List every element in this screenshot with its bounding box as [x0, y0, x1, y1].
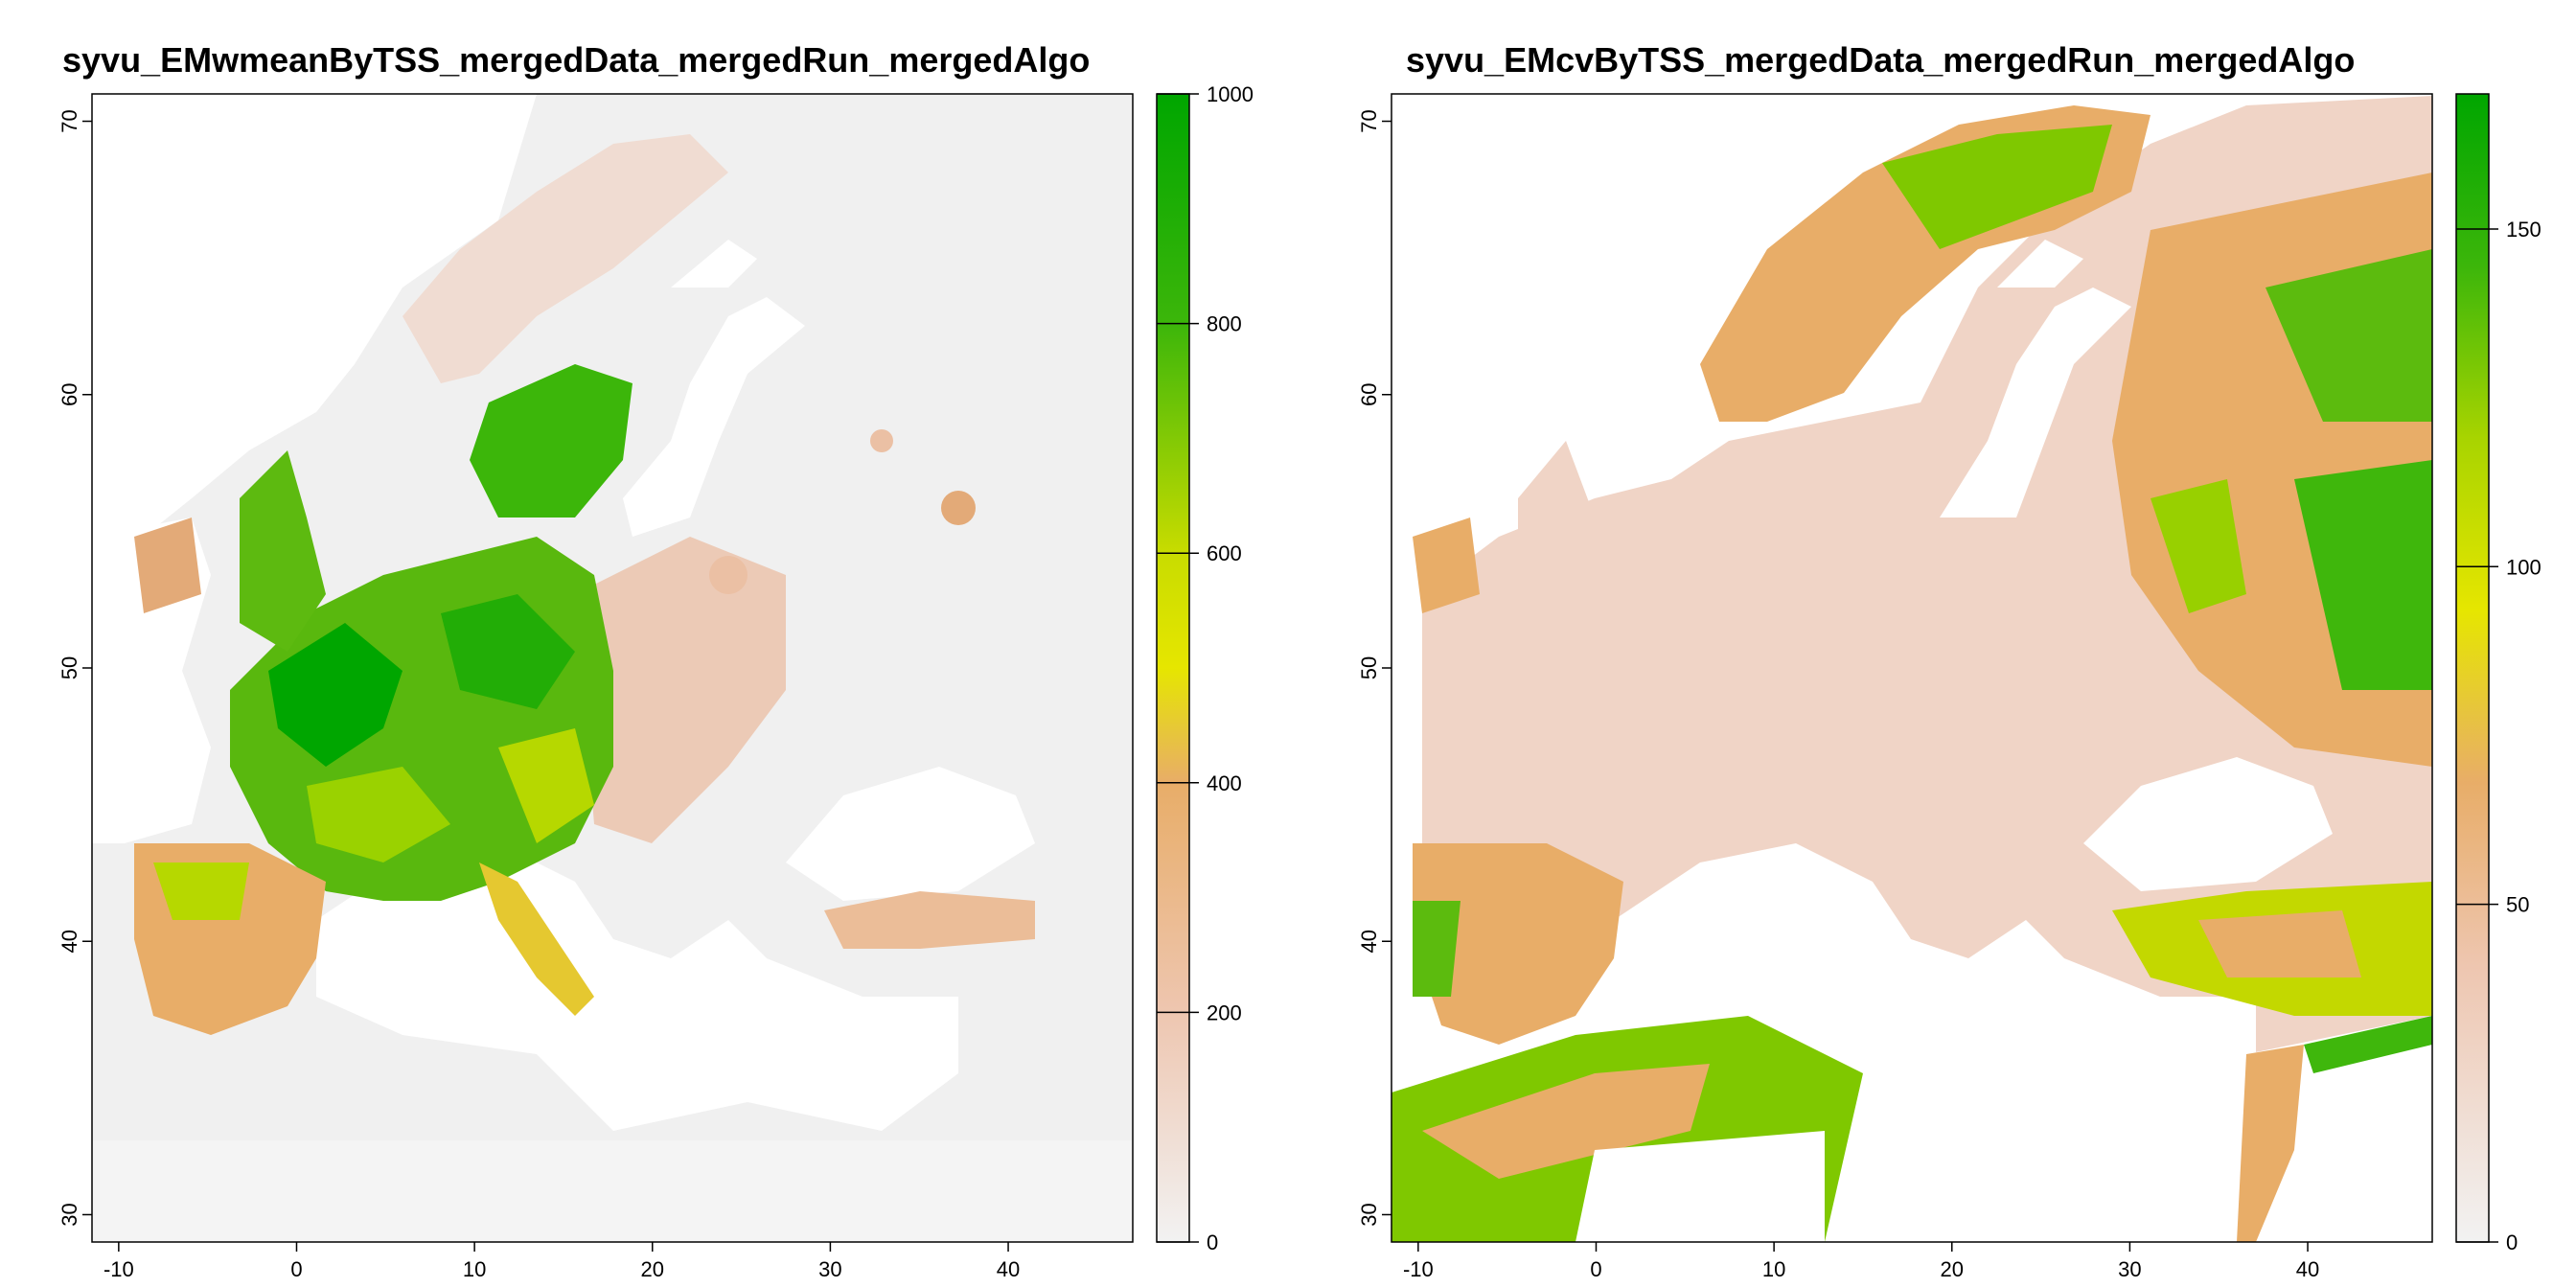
x-tick-label: 0	[1590, 1257, 1601, 1281]
x-tick-label: 30	[2118, 1257, 2141, 1281]
panel-wmean: syvu_EMwmeanByTSS_mergedData_mergedRun_m…	[58, 40, 1254, 1281]
colorbar-ticks: 0 50 100 150	[2456, 218, 2542, 1254]
legend-tick-label: 150	[2506, 218, 2542, 242]
panel-cv: syvu_EMcvByTSS_mergedData_mergedRun_merg…	[1288, 0, 2576, 1288]
x-tick-label: 40	[2296, 1257, 2319, 1281]
x-axis: -10 0 10 20 30 40	[104, 1242, 1020, 1281]
x-tick-label: 20	[641, 1257, 664, 1281]
y-tick-label: 70	[58, 109, 81, 132]
y-tick-label: 50	[58, 656, 81, 679]
colorbar	[2455, 93, 2490, 1243]
y-tick-label: 60	[58, 383, 81, 406]
y-tick-label: 50	[1357, 656, 1381, 679]
x-tick-label: 20	[1941, 1257, 1964, 1281]
map-title: syvu_EMwmeanByTSS_mergedData_mergedRun_m…	[62, 40, 1091, 80]
colorbar-ticks: 0 200 400 600 800 1000	[1157, 82, 1254, 1254]
legend-tick-label: 800	[1207, 312, 1242, 336]
legend-tick-label: 400	[1207, 771, 1242, 795]
y-axis: 30 40 50 60 70	[58, 109, 92, 1227]
colorbar	[1156, 93, 1190, 1243]
y-tick-label: 70	[1357, 109, 1381, 132]
x-tick-label: -10	[104, 1257, 134, 1281]
map-raster	[92, 94, 1133, 1242]
y-axis: 30 40 50 60 70	[1357, 109, 1392, 1227]
y-tick-label: 30	[1357, 1203, 1381, 1226]
map-title: syvu_EMcvByTSS_mergedData_mergedRun_merg…	[1406, 40, 2356, 80]
x-tick-label: 30	[818, 1257, 841, 1281]
legend-tick-label: 0	[1207, 1230, 1218, 1254]
y-tick-label: 30	[58, 1203, 81, 1226]
legend-tick-label: 0	[2506, 1230, 2518, 1254]
legend-tick-label: 600	[1207, 541, 1242, 565]
legend-tick-label: 50	[2506, 893, 2529, 917]
x-tick-label: 10	[1762, 1257, 1785, 1281]
y-tick-label: 60	[1357, 383, 1381, 406]
legend-tick-label: 200	[1207, 1000, 1242, 1024]
x-tick-label: 10	[463, 1257, 486, 1281]
y-tick-label: 40	[1357, 930, 1381, 953]
map-svg: -10 0 10 20 30 40 30 40 50 60 70 0 200 400 600 800 100…	[58, 82, 1254, 1281]
legend-tick-label: 1000	[1207, 82, 1254, 106]
legend-tick-label: 100	[2506, 555, 2542, 579]
map-raster	[1392, 94, 2432, 1242]
x-tick-label: 40	[997, 1257, 1020, 1281]
x-axis: -10 0 10 20 30 40	[1403, 1242, 2319, 1281]
y-tick-label: 40	[58, 930, 81, 953]
x-tick-label: -10	[1403, 1257, 1434, 1281]
x-tick-label: 0	[290, 1257, 302, 1281]
map-svg: -10 0 10 20 30 40 30 40 50 60 70 0 50 100 150	[1357, 93, 2542, 1281]
